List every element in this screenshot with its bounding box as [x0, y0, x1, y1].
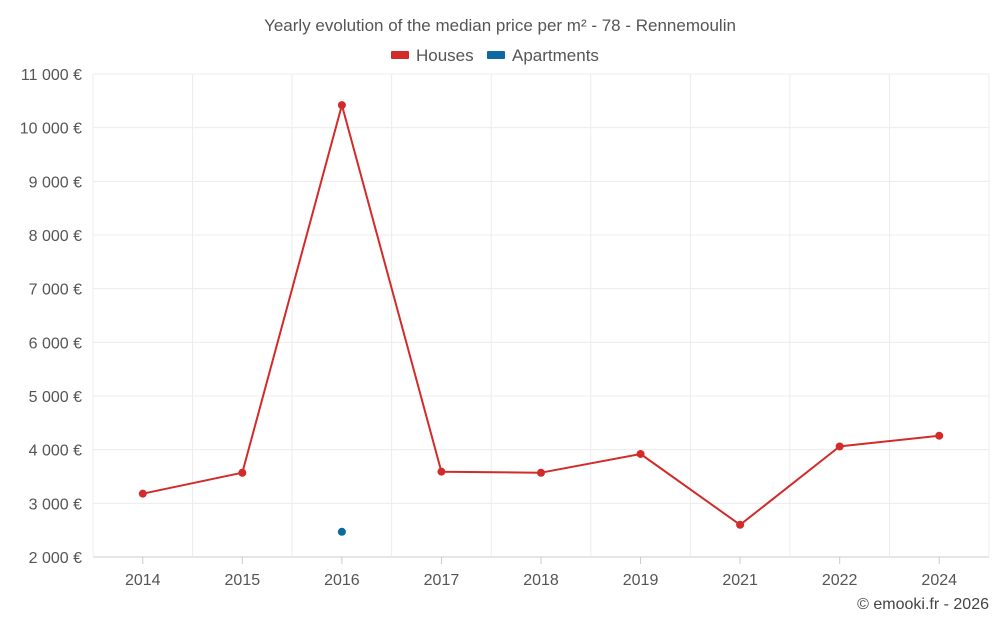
data-point-houses-2021[interactable] [736, 520, 745, 529]
data-point-houses-2014[interactable] [138, 489, 147, 498]
data-point-houses-2016[interactable] [337, 101, 346, 110]
y-tick-label: 8 000 € [29, 228, 82, 245]
x-tick-label: 2014 [125, 572, 161, 589]
x-tick-label: 2018 [523, 572, 559, 589]
x-tick-label: 2022 [822, 572, 858, 589]
x-axis: 2014 2015 2016 2017 2018 2019 2021 2022 2024 [125, 557, 957, 589]
data-point-houses-2022[interactable] [835, 442, 844, 451]
y-tick-label: 11 000 € [21, 67, 82, 84]
data-point-houses-2024[interactable] [935, 431, 944, 440]
y-tick-label: 2 000 € [29, 550, 82, 567]
series-line-houses [142, 104, 940, 526]
credit-text: © emooki.fr - 2026 [857, 596, 989, 613]
y-tick-label: 6 000 € [29, 335, 82, 352]
x-tick-label: 2015 [225, 572, 261, 589]
y-tick-label: 5 000 € [29, 389, 82, 406]
data-point-houses-2018[interactable] [537, 468, 545, 477]
data-point-houses-2015[interactable] [238, 468, 247, 477]
y-tick-label: 3 000 € [29, 496, 82, 513]
legend-swatch-houses[interactable] [391, 51, 409, 59]
x-tick-label: 2016 [324, 572, 360, 589]
data-point-apartments-2016[interactable] [337, 527, 346, 536]
grid-layer [92, 73, 990, 558]
x-tick-label: 2017 [424, 572, 460, 589]
legend-label-apartments[interactable]: Apartments [512, 46, 599, 65]
data-point-houses-2019[interactable] [636, 449, 645, 458]
series-layer [138, 101, 944, 536]
x-tick-label: 2021 [722, 572, 758, 589]
x-tick-label: 2024 [921, 572, 957, 589]
chart-title: Yearly evolution of the median price per… [264, 16, 736, 35]
legend-label-houses[interactable]: Houses [416, 46, 474, 65]
data-point-houses-2017[interactable] [437, 467, 446, 476]
legend: Houses Apartments [391, 46, 599, 65]
y-tick-label: 9 000 € [29, 174, 82, 191]
legend-swatch-apartments[interactable] [487, 51, 505, 59]
y-tick-label: 10 000 € [20, 121, 82, 138]
x-tick-label: 2019 [623, 572, 659, 589]
y-tick-label: 7 000 € [29, 282, 82, 299]
y-tick-label: 4 000 € [29, 443, 82, 460]
y-axis: 2 000 € 3 000 € 4 000 € 5 000 € 6 000 € 7 000… [20, 67, 82, 567]
